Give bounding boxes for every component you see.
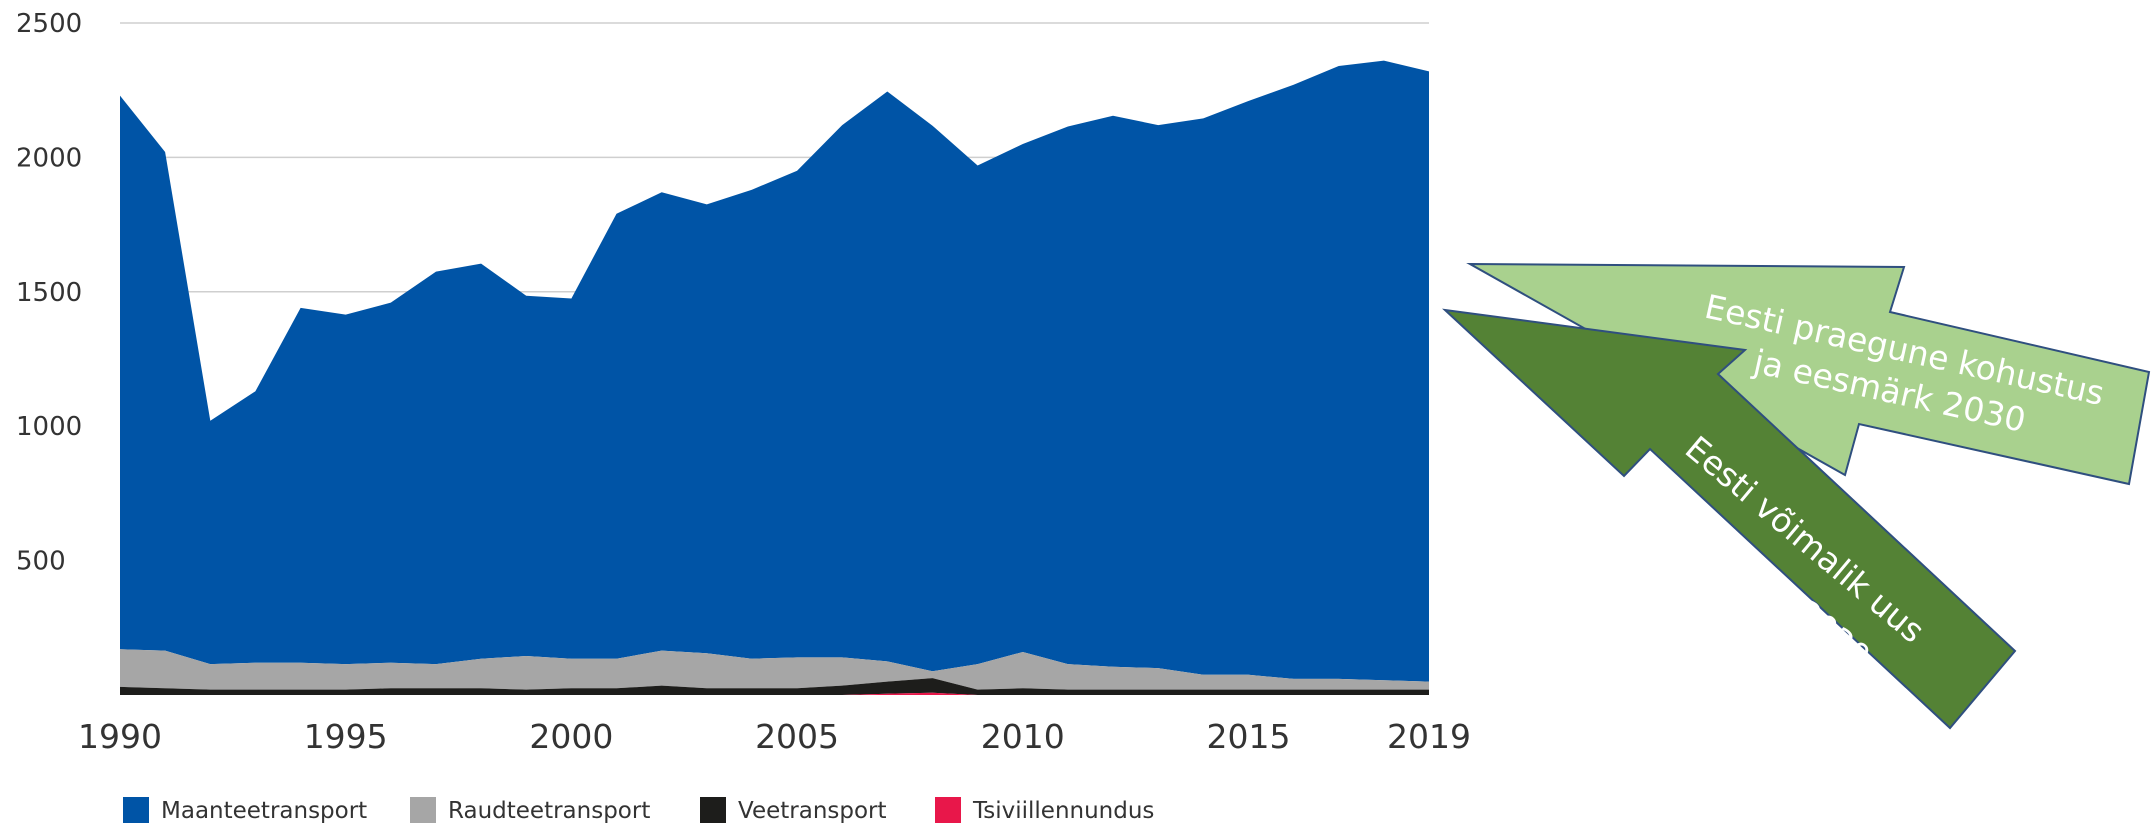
y-tick-label: 1500 bbox=[16, 278, 82, 308]
y-axis-ticks: 500 1000 1500 2000 2500 bbox=[16, 9, 82, 577]
light-green-arrow bbox=[1466, 262, 2151, 486]
legend-swatch bbox=[410, 797, 436, 823]
stacked-areas bbox=[120, 60, 1429, 695]
legend-swatch bbox=[935, 797, 961, 823]
area-series-raudteetransport bbox=[120, 649, 1429, 690]
x-tick-label: 2000 bbox=[529, 717, 613, 756]
y-tick-label: 2000 bbox=[16, 143, 82, 173]
y-tick-label: 2500 bbox=[16, 9, 82, 39]
x-tick-label: 2005 bbox=[755, 717, 839, 756]
x-tick-label: 1995 bbox=[304, 717, 388, 756]
area-series-maanteetransport bbox=[120, 60, 1429, 682]
legend-label: Maanteetransport bbox=[161, 798, 367, 824]
x-tick-label: 2015 bbox=[1206, 717, 1290, 756]
legend-label: Raudteetransport bbox=[448, 798, 650, 824]
legend: Maanteetransport Raudteetransport Veetrans… bbox=[123, 797, 1154, 824]
area-series-veetransport bbox=[120, 678, 1429, 695]
x-tick-label: 2010 bbox=[981, 717, 1065, 756]
y-tick-label: 500 bbox=[16, 547, 66, 577]
x-tick-label: 1990 bbox=[78, 717, 162, 756]
legend-label: Tsiviillennundus bbox=[972, 798, 1154, 824]
x-tick-label: 2019 bbox=[1387, 717, 1471, 756]
legend-swatch bbox=[700, 797, 726, 823]
y-tick-label: 1000 bbox=[16, 412, 82, 442]
dark-green-arrow bbox=[1442, 308, 2017, 730]
legend-swatch bbox=[123, 797, 149, 823]
legend-label: Veetransport bbox=[738, 798, 887, 824]
x-axis-ticks: 1990 1995 2000 2005 2010 2015 2019 bbox=[78, 717, 1471, 756]
